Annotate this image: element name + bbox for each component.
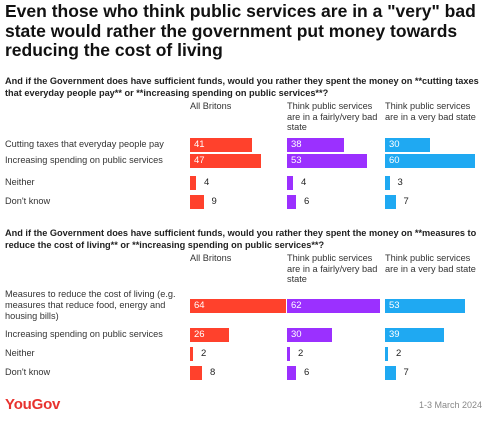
bar [190,176,196,190]
chart-title: Even those who think public services are… [5,1,476,60]
data-label: 7 [403,367,409,378]
data-label: 2 [396,348,402,359]
question-1: And if the Government does have sufficie… [5,76,479,98]
question-2: And if the Government does have sufficie… [5,228,477,250]
bar [385,195,396,209]
data-label: 4 [204,177,210,188]
data-label: 7 [403,196,409,207]
data-label: 9 [211,196,217,207]
data-label: 53 [389,300,400,311]
bar [385,299,465,313]
bar [385,154,475,168]
data-label: 60 [389,155,400,166]
data-label: 53 [291,155,302,166]
bar [190,154,261,168]
bar [287,138,344,152]
data-label: 2 [201,348,207,359]
bar [190,195,204,209]
data-label: 6 [304,196,310,207]
category-label: Measures to reduce the cost of living (e… [5,289,176,321]
category-label: Don't know [5,196,51,206]
data-label: 30 [389,139,400,150]
data-label: 39 [389,329,400,340]
bar [287,154,367,168]
bar [190,328,229,342]
yougov-logo: YouGov [5,396,61,413]
bar [190,138,252,152]
category-label: Cutting taxes that everyday people pay [5,139,164,149]
data-label: 6 [304,367,310,378]
bar [385,347,388,361]
bar [287,176,293,190]
data-label: 26 [194,329,205,340]
category-label: Neither [5,348,35,358]
series-header-3: Think public services are in a very bad … [385,253,476,274]
bar [385,176,390,190]
data-label: 30 [291,329,302,340]
series-header-1: All Britons [190,101,232,111]
category-label: Increasing spending on public services [5,329,163,339]
data-label: 38 [291,139,302,150]
category-label: Neither [5,177,35,187]
data-label: 41 [194,139,205,150]
series-header-2: Think public services are in a fairly/ve… [287,101,378,132]
bar [190,299,286,313]
data-label: 64 [194,300,205,311]
category-label: Increasing spending on public services [5,155,163,165]
bar [385,328,444,342]
data-label: 62 [291,300,302,311]
bar [287,366,296,380]
category-label: Don't know [5,367,51,377]
bar [385,138,430,152]
bar [287,195,296,209]
series-header-1: All Britons [190,253,232,263]
series-header-2: Think public services are in a fairly/ve… [287,253,378,284]
bar [287,328,332,342]
series-header-3: Think public services are in a very bad … [385,101,476,122]
data-label: 8 [210,367,216,378]
data-label: 3 [397,177,403,188]
fieldwork-date: 1-3 March 2024 [418,400,482,410]
bar [287,299,380,313]
data-label: 4 [301,177,307,188]
bar [190,366,202,380]
data-label: 2 [298,348,304,359]
bar [385,366,396,380]
bar [190,347,193,361]
data-label: 47 [194,155,205,166]
bar [287,347,290,361]
